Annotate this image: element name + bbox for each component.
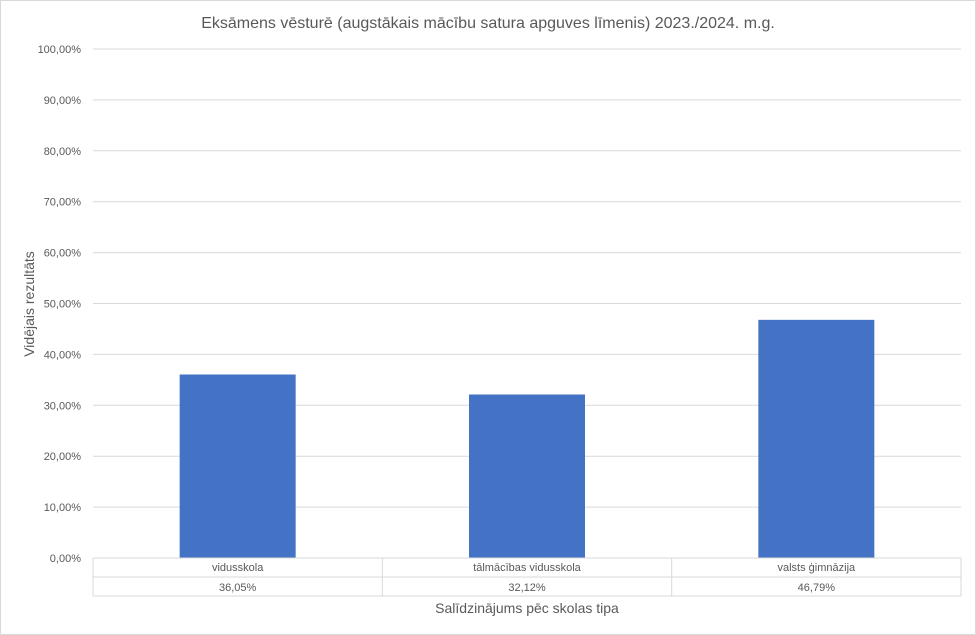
y-tick-label: 60,00% bbox=[44, 248, 82, 260]
y-tick-label: 50,00% bbox=[44, 299, 82, 311]
y-tick-label: 10,00% bbox=[44, 502, 82, 514]
x-axis-label: Salīdzinājums pēc skolas tipa bbox=[435, 600, 619, 616]
bars bbox=[179, 319, 875, 558]
y-tick-label: 30,00% bbox=[44, 400, 82, 412]
value-label: 36,05% bbox=[219, 582, 257, 594]
category-label: valsts ģimnāzija bbox=[778, 561, 857, 574]
y-tick-label: 90,00% bbox=[44, 95, 82, 107]
y-axis-label: Vidējais rezultāts bbox=[21, 251, 37, 357]
category-label: tālmācības vidusskola bbox=[473, 562, 581, 574]
y-tick-label: 0,00% bbox=[50, 553, 81, 565]
y-tick-label: 40,00% bbox=[44, 349, 82, 361]
y-tick-label: 80,00% bbox=[44, 146, 82, 158]
value-label: 32,12% bbox=[508, 582, 546, 594]
y-axis-ticks: 0,00% 10,00% 20,00% 30,00% 40,00% 50,00% 60,00… bbox=[38, 44, 82, 565]
y-tick-label: 100,00% bbox=[38, 44, 82, 56]
bar bbox=[758, 319, 875, 558]
y-tick-label: 70,00% bbox=[44, 197, 82, 209]
category-label: vidusskola bbox=[212, 562, 264, 574]
value-label: 46,79% bbox=[798, 582, 836, 594]
chart-title: Eksāmens vēsturē (augstākais mācību satu… bbox=[201, 15, 775, 32]
bar bbox=[179, 374, 296, 558]
y-tick-label: 20,00% bbox=[44, 451, 82, 463]
bar bbox=[469, 394, 585, 558]
data-table: vidusskola 36,05% tālmācības vidusskola 32,… bbox=[92, 557, 962, 597]
